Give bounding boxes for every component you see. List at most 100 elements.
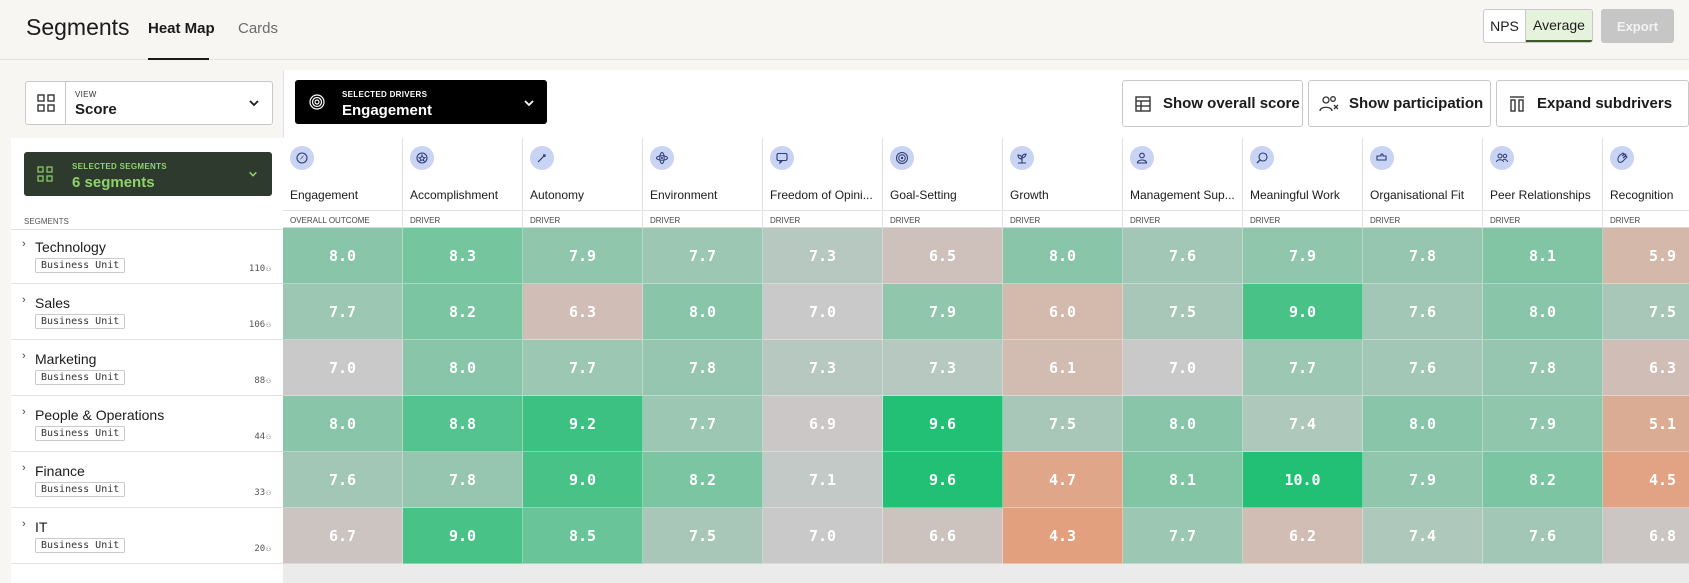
heatmap-cell[interactable]: 7.0 xyxy=(763,508,883,564)
heatmap-cell[interactable]: 7.3 xyxy=(763,228,883,284)
tab-heat-map[interactable]: Heat Map xyxy=(148,20,215,37)
heatmap-cell[interactable]: 7.7 xyxy=(283,284,403,340)
heatmap-cell[interactable]: 6.7 xyxy=(283,508,403,564)
selected-drivers-select[interactable]: SELECTED DRIVERS Engagement xyxy=(295,80,547,124)
heatmap-cell[interactable]: 8.2 xyxy=(1483,452,1603,508)
heatmap-cell[interactable]: 8.0 xyxy=(283,228,403,284)
heatmap-cell[interactable]: 8.5 xyxy=(523,508,643,564)
heatmap-cell[interactable]: 4.5 xyxy=(1603,452,1689,508)
heatmap-cell[interactable]: 9.0 xyxy=(403,508,523,564)
heatmap-cell[interactable]: 7.8 xyxy=(1363,228,1483,284)
heatmap-cell[interactable]: 7.0 xyxy=(763,284,883,340)
heatmap-cell[interactable]: 8.0 xyxy=(1483,284,1603,340)
segment-row[interactable]: › Sales Business Unit 106⚇ xyxy=(11,284,283,340)
heatmap-cell[interactable]: 7.9 xyxy=(1363,452,1483,508)
heatmap-cell[interactable]: 6.3 xyxy=(1603,340,1689,396)
heatmap-cell[interactable]: 7.3 xyxy=(763,340,883,396)
column-header[interactable]: Goal-Setting DRIVER xyxy=(883,138,1003,228)
heatmap-cell[interactable]: 4.7 xyxy=(1003,452,1123,508)
heatmap-cell[interactable]: 7.7 xyxy=(1123,508,1243,564)
heatmap-cell[interactable]: 7.6 xyxy=(283,452,403,508)
heatmap-cell[interactable]: 6.3 xyxy=(523,284,643,340)
heatmap-cell[interactable]: 6.9 xyxy=(763,396,883,452)
nps-toggle-button[interactable]: NPS xyxy=(1484,10,1526,42)
show-overall-score-button[interactable]: Show overall score xyxy=(1122,80,1303,127)
heatmap-cell[interactable]: 7.4 xyxy=(1243,396,1363,452)
heatmap-cell[interactable]: 8.0 xyxy=(643,284,763,340)
heatmap-cell[interactable]: 7.4 xyxy=(1363,508,1483,564)
heatmap-cell[interactable]: 7.7 xyxy=(1243,340,1363,396)
heatmap-cell[interactable]: 8.1 xyxy=(1123,452,1243,508)
heatmap-cell[interactable]: 6.6 xyxy=(883,508,1003,564)
segment-row[interactable]: › Technology Business Unit 110⚇ xyxy=(11,228,283,284)
heatmap-cell[interactable]: 7.8 xyxy=(1483,340,1603,396)
horizontal-scrollbar[interactable] xyxy=(283,564,1689,583)
heatmap-cell[interactable]: 7.0 xyxy=(283,340,403,396)
column-header[interactable]: Environment DRIVER xyxy=(643,138,763,228)
view-select[interactable]: VIEW Score xyxy=(25,81,273,125)
heatmap-cell[interactable]: 6.1 xyxy=(1003,340,1123,396)
column-header[interactable]: Meaningful Work DRIVER xyxy=(1243,138,1363,228)
heatmap-cell[interactable]: 7.9 xyxy=(1243,228,1363,284)
heatmap-cell[interactable]: 7.9 xyxy=(1483,396,1603,452)
column-header[interactable]: Accomplishment DRIVER xyxy=(403,138,523,228)
segment-row[interactable]: › Marketing Business Unit 88⚇ xyxy=(11,340,283,396)
column-header[interactable]: Freedom of Opini... DRIVER xyxy=(763,138,883,228)
heatmap-cell[interactable]: 9.0 xyxy=(523,452,643,508)
heatmap-cell[interactable]: 7.7 xyxy=(643,396,763,452)
heatmap-cell[interactable]: 7.7 xyxy=(523,340,643,396)
heatmap-cell[interactable]: 8.2 xyxy=(403,284,523,340)
heatmap-cell[interactable]: 8.0 xyxy=(1003,228,1123,284)
heatmap-cell[interactable]: 9.6 xyxy=(883,396,1003,452)
heatmap-cell[interactable]: 7.3 xyxy=(883,340,1003,396)
heatmap-cell[interactable]: 6.2 xyxy=(1243,508,1363,564)
column-header[interactable]: Peer Relationships DRIVER xyxy=(1483,138,1603,228)
heatmap-cell[interactable]: 7.8 xyxy=(403,452,523,508)
heatmap-cell[interactable]: 7.8 xyxy=(643,340,763,396)
heatmap-cell[interactable]: 7.7 xyxy=(643,228,763,284)
heatmap-cell[interactable]: 8.2 xyxy=(643,452,763,508)
heatmap-cell[interactable]: 7.0 xyxy=(1123,340,1243,396)
heatmap-cell[interactable]: 9.0 xyxy=(1243,284,1363,340)
heatmap-cell[interactable]: 7.9 xyxy=(883,284,1003,340)
heatmap-cell[interactable]: 5.9 xyxy=(1603,228,1689,284)
heatmap-cell[interactable]: 7.6 xyxy=(1363,340,1483,396)
segment-row[interactable]: › Finance Business Unit 33⚇ xyxy=(11,452,283,508)
tab-cards[interactable]: Cards xyxy=(238,20,279,37)
heatmap-cell[interactable]: 7.1 xyxy=(763,452,883,508)
chevron-right-icon[interactable]: › xyxy=(22,350,26,362)
column-header[interactable]: Growth DRIVER xyxy=(1003,138,1123,228)
heatmap-cell[interactable]: 8.3 xyxy=(403,228,523,284)
heatmap-cell[interactable]: 10.0 xyxy=(1243,452,1363,508)
heatmap-cell[interactable]: 7.6 xyxy=(1483,508,1603,564)
heatmap-cell[interactable]: 6.0 xyxy=(1003,284,1123,340)
column-header[interactable]: Management Sup... DRIVER xyxy=(1123,138,1243,228)
heatmap-cell[interactable]: 7.6 xyxy=(1123,228,1243,284)
column-header[interactable]: Engagement OVERALL OUTCOME xyxy=(283,138,403,228)
heatmap-cell[interactable]: 7.5 xyxy=(643,508,763,564)
column-header[interactable]: Recognition DRIVER xyxy=(1603,138,1689,228)
heatmap-cell[interactable]: 7.9 xyxy=(523,228,643,284)
heatmap-cell[interactable]: 7.5 xyxy=(1003,396,1123,452)
column-header[interactable]: Organisational Fit DRIVER xyxy=(1363,138,1483,228)
heatmap-cell[interactable]: 9.6 xyxy=(883,452,1003,508)
heatmap-cell[interactable]: 4.3 xyxy=(1003,508,1123,564)
segment-row[interactable]: › IT Business Unit 20⚇ xyxy=(11,508,283,564)
heatmap-cell[interactable]: 6.8 xyxy=(1603,508,1689,564)
chevron-right-icon[interactable]: › xyxy=(22,294,26,306)
heatmap-cell[interactable]: 8.0 xyxy=(283,396,403,452)
segment-row[interactable]: › People & Operations Business Unit 44⚇ xyxy=(11,396,283,452)
average-toggle-button[interactable]: Average xyxy=(1526,10,1592,42)
heatmap-cell[interactable]: 8.1 xyxy=(1483,228,1603,284)
selected-segments-select[interactable]: SELECTED SEGMENTS 6 segments xyxy=(24,152,272,196)
heatmap-cell[interactable]: 8.0 xyxy=(403,340,523,396)
column-header[interactable]: Autonomy DRIVER xyxy=(523,138,643,228)
heatmap-cell[interactable]: 8.8 xyxy=(403,396,523,452)
heatmap-cell[interactable]: 7.6 xyxy=(1363,284,1483,340)
chevron-right-icon[interactable]: › xyxy=(22,238,26,250)
show-participation-button[interactable]: Show participation xyxy=(1308,80,1491,127)
chevron-right-icon[interactable]: › xyxy=(22,462,26,474)
chevron-right-icon[interactable]: › xyxy=(22,518,26,530)
heatmap-cell[interactable]: 9.2 xyxy=(523,396,643,452)
export-button[interactable]: Export xyxy=(1601,9,1674,43)
